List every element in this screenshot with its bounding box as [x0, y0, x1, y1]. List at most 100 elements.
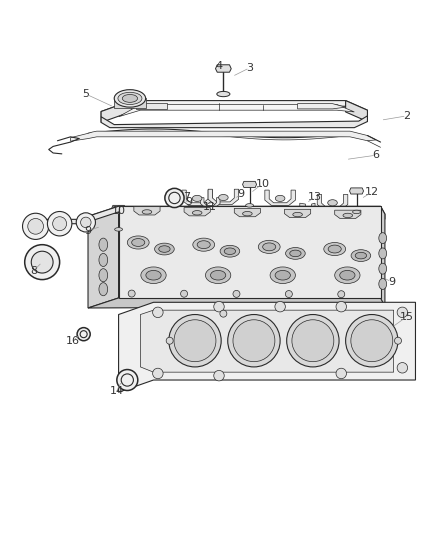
Ellipse shape	[379, 263, 387, 274]
Polygon shape	[300, 203, 315, 211]
Polygon shape	[182, 190, 212, 205]
Ellipse shape	[258, 240, 280, 253]
Ellipse shape	[328, 200, 337, 206]
Circle shape	[81, 217, 91, 228]
Ellipse shape	[118, 92, 142, 104]
Circle shape	[47, 212, 72, 236]
Circle shape	[25, 245, 60, 280]
Text: 13: 13	[308, 192, 322, 201]
Polygon shape	[234, 208, 261, 217]
Circle shape	[166, 337, 173, 344]
Ellipse shape	[353, 210, 360, 214]
Ellipse shape	[192, 195, 202, 201]
Circle shape	[22, 213, 49, 239]
Circle shape	[128, 290, 135, 297]
Ellipse shape	[246, 204, 254, 207]
Circle shape	[233, 290, 240, 297]
Ellipse shape	[328, 245, 341, 253]
Ellipse shape	[293, 212, 302, 217]
Circle shape	[233, 320, 275, 362]
Circle shape	[336, 302, 346, 312]
Polygon shape	[335, 210, 361, 219]
Polygon shape	[119, 104, 354, 117]
Circle shape	[292, 320, 334, 362]
Ellipse shape	[224, 248, 236, 254]
Ellipse shape	[99, 269, 108, 282]
Text: 7: 7	[183, 192, 190, 201]
Text: 10: 10	[112, 206, 126, 216]
Ellipse shape	[343, 213, 353, 217]
Ellipse shape	[197, 241, 210, 248]
Ellipse shape	[193, 238, 215, 251]
Ellipse shape	[114, 90, 146, 107]
Ellipse shape	[270, 267, 295, 284]
Circle shape	[180, 290, 187, 297]
Ellipse shape	[379, 248, 387, 259]
Ellipse shape	[220, 245, 240, 257]
Text: 10: 10	[256, 179, 270, 189]
Circle shape	[214, 302, 224, 312]
Ellipse shape	[379, 279, 387, 289]
Polygon shape	[346, 101, 367, 122]
Text: 6: 6	[373, 150, 380, 160]
Text: 9: 9	[237, 189, 244, 199]
Ellipse shape	[205, 267, 231, 284]
Polygon shape	[297, 103, 346, 109]
Circle shape	[53, 217, 67, 231]
Circle shape	[31, 251, 53, 273]
Ellipse shape	[141, 267, 166, 284]
Circle shape	[286, 290, 292, 297]
Ellipse shape	[276, 195, 285, 201]
Ellipse shape	[243, 212, 252, 216]
Ellipse shape	[217, 92, 230, 96]
Circle shape	[220, 310, 227, 317]
Circle shape	[152, 368, 163, 379]
Circle shape	[174, 320, 216, 362]
Polygon shape	[136, 103, 166, 109]
Ellipse shape	[127, 236, 149, 249]
Polygon shape	[141, 310, 394, 372]
Text: 9: 9	[85, 225, 92, 236]
Polygon shape	[88, 298, 385, 308]
Polygon shape	[112, 205, 126, 212]
Ellipse shape	[99, 282, 108, 296]
Ellipse shape	[159, 246, 170, 252]
Circle shape	[346, 314, 398, 367]
Ellipse shape	[122, 94, 138, 102]
Ellipse shape	[263, 243, 276, 251]
Circle shape	[275, 302, 286, 312]
Polygon shape	[201, 198, 220, 207]
Ellipse shape	[324, 243, 346, 256]
Circle shape	[351, 320, 393, 362]
Ellipse shape	[132, 239, 145, 246]
Circle shape	[287, 314, 339, 367]
Polygon shape	[114, 99, 146, 108]
Ellipse shape	[340, 270, 355, 280]
Ellipse shape	[155, 243, 174, 255]
Ellipse shape	[275, 270, 290, 280]
Text: 9: 9	[185, 197, 192, 207]
Polygon shape	[88, 206, 119, 308]
Ellipse shape	[115, 228, 123, 231]
Ellipse shape	[192, 211, 202, 215]
Text: 14: 14	[110, 386, 124, 396]
Circle shape	[397, 307, 408, 318]
Polygon shape	[381, 206, 385, 306]
Ellipse shape	[379, 233, 387, 244]
Circle shape	[338, 290, 345, 298]
Circle shape	[76, 213, 95, 232]
Polygon shape	[27, 220, 110, 233]
Text: 9: 9	[388, 277, 395, 287]
Circle shape	[169, 314, 221, 367]
Polygon shape	[101, 116, 367, 128]
Ellipse shape	[142, 210, 152, 214]
Ellipse shape	[355, 252, 367, 259]
Ellipse shape	[335, 267, 360, 284]
Text: 16: 16	[66, 336, 80, 346]
Circle shape	[117, 369, 138, 391]
Circle shape	[395, 337, 402, 344]
Polygon shape	[265, 190, 295, 205]
Text: 15: 15	[400, 312, 414, 322]
Ellipse shape	[351, 249, 371, 262]
Circle shape	[77, 328, 90, 341]
